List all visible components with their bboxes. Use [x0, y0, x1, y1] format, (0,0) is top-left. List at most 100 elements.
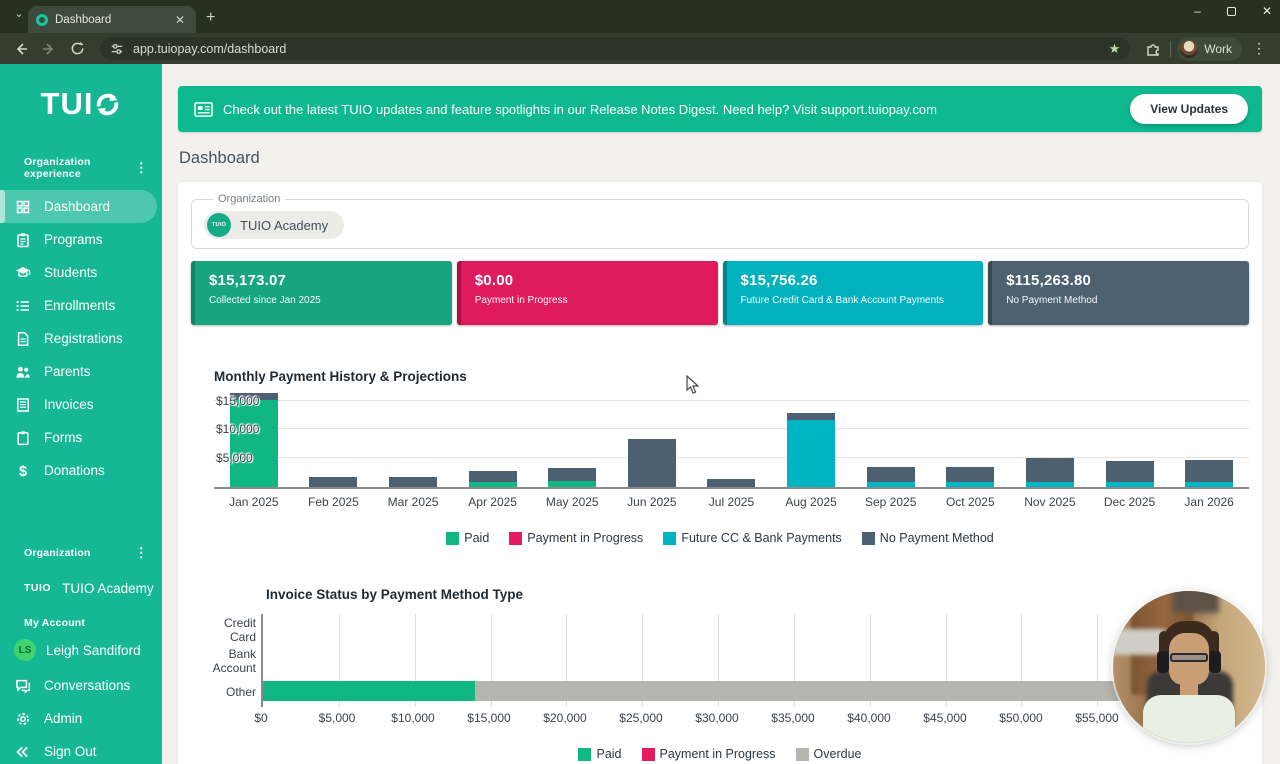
gridline	[338, 614, 340, 645]
sidebar-item-enrollments[interactable]: Enrollments	[0, 289, 162, 322]
legend-item: Future CC & Bank Payments	[663, 531, 842, 545]
new-tab-button[interactable]: +	[206, 9, 216, 26]
forward-button[interactable]	[38, 38, 60, 60]
sidebar-section-organization: Organization ⋮	[0, 545, 162, 561]
profile-chip[interactable]: Work	[1177, 36, 1242, 61]
bar-segment	[1025, 482, 1074, 487]
sidebar-item-tuio-academy[interactable]: TUIO TUIO Academy	[0, 573, 162, 603]
legend-label: Paid	[464, 531, 490, 545]
sidebar-item-parents[interactable]: Parents	[0, 355, 162, 388]
x-axis-tick-label: Jan 2025	[229, 495, 279, 509]
sidebar-item-label: Registrations	[44, 331, 123, 346]
bar-segment	[548, 468, 597, 482]
account-name-label: Leigh Sandiford	[46, 642, 141, 658]
bar-slot-mar-2025	[373, 394, 453, 487]
sidebar-nav: Dashboard Programs Students Enrollments Regi…	[0, 190, 162, 487]
invoice-row-other: Other	[197, 676, 1249, 707]
bar-segment	[627, 439, 676, 487]
tab-search-chevron-icon[interactable]: ⌄	[14, 8, 24, 20]
bookmark-star-icon[interactable]: ★	[1108, 40, 1121, 56]
stat-amount: $115,263.80	[1006, 272, 1092, 289]
category-label: Bank Account	[212, 646, 256, 675]
view-updates-button[interactable]: View Updates	[1130, 94, 1248, 124]
close-window-button[interactable]: ✕	[1261, 4, 1272, 18]
mouse-cursor	[686, 375, 700, 394]
browser-menu-icon[interactable]: ⋮	[1252, 40, 1266, 56]
sidebar-item-sign-out[interactable]: Sign Out	[0, 735, 162, 764]
bar-slot-sep-2025	[851, 394, 931, 487]
extensions-icon[interactable]	[1142, 38, 1164, 60]
banner-text: Check out the latest TUIO updates and fe…	[223, 101, 937, 117]
stat-card: $0.00 Payment in Progress	[456, 261, 718, 325]
sidebar-item-label: Invoices	[44, 397, 94, 412]
grid-icon	[16, 200, 30, 213]
x-axis-tick-label: $25,000	[619, 711, 663, 725]
x-axis-tick-label: Jun 2025	[627, 495, 677, 509]
tab-close-icon[interactable]: ✕	[174, 12, 186, 27]
section-label: Organization experience	[24, 156, 91, 180]
gridline	[1097, 645, 1099, 676]
reload-button[interactable]	[66, 38, 88, 60]
bar-segment	[1105, 461, 1154, 483]
avatar: LS	[14, 639, 36, 661]
sidebar-item-admin[interactable]: Admin	[0, 702, 162, 735]
sidebar-item-students[interactable]: Students	[0, 256, 162, 289]
profile-avatar	[1180, 39, 1199, 58]
section-menu-icon[interactable]: ⋮	[134, 545, 148, 560]
bar-segment	[1185, 459, 1234, 483]
organization-chip[interactable]: TUIO TUIO Academy	[204, 211, 345, 239]
stat-amount: $0.00	[474, 272, 514, 289]
bar-slot-oct-2025	[930, 394, 1010, 487]
stat-label: Payment in Progress	[474, 295, 568, 306]
gridline	[214, 428, 1249, 430]
legend-item: No Payment Method	[861, 531, 994, 545]
section-menu-icon[interactable]: ⋮	[134, 160, 148, 175]
legend-item: Overdue	[795, 747, 862, 761]
x-axis-tick-label: $15,000	[467, 711, 511, 725]
page-title: Dashboard	[179, 149, 260, 167]
legend-item: Payment in Progress	[509, 531, 643, 545]
bar-slot-aug-2025	[771, 394, 851, 487]
y-axis-tick-label: $15,000	[216, 393, 260, 408]
legend-label: Paid	[596, 747, 622, 761]
webcam-overlay	[1113, 591, 1265, 743]
browser-chrome: ⌄ Dashboard ✕ + – ✕ app.tuiopay.com/dash…	[0, 0, 1280, 64]
back-button[interactable]	[10, 38, 32, 60]
sidebar-item-forms[interactable]: Forms	[0, 421, 162, 454]
x-axis-tick-label: $30,000	[695, 711, 739, 725]
restore-button[interactable]	[1226, 6, 1236, 16]
legend-label: Payment in Progress	[659, 747, 776, 761]
minimize-button[interactable]: –	[1194, 4, 1201, 18]
legend-item: Paid	[446, 531, 489, 545]
stat-amount: $15,173.07	[209, 272, 287, 289]
browser-tab[interactable]: Dashboard ✕	[28, 6, 196, 33]
x-axis-tick-label: Aug 2025	[785, 495, 837, 509]
sidebar-item-invoices[interactable]: Invoices	[0, 388, 162, 421]
site-settings-icon[interactable]	[110, 42, 124, 56]
tab-title: Dashboard	[55, 13, 112, 26]
sidebar-item-conversations[interactable]: Conversations	[0, 669, 162, 702]
sidebar-account-nav: Conversations Admin Sign Out	[0, 669, 162, 764]
sidebar-item-label: Students	[44, 265, 98, 280]
x-axis-tick-label: Jan 2026	[1184, 495, 1234, 509]
sidebar-item-account[interactable]: LS Leigh Sandiford	[0, 635, 162, 665]
bar-slot-jan-2026	[1169, 394, 1249, 487]
tuio-favicon-icon	[36, 13, 48, 26]
organization-name: TUIO Academy	[240, 217, 329, 233]
tuio-badge-icon: TUIO	[207, 213, 231, 237]
sidebar-item-donations[interactable]: $ Donations	[0, 454, 162, 487]
invoice-chart-x-labels: $0 $5,000 $10,000 $15,000 $20,000 $25,000 $30,…	[254, 711, 1249, 731]
x-axis-tick-label: $55,000	[1075, 711, 1119, 725]
sidebar-item-programs[interactable]: Programs	[0, 223, 162, 256]
sidebar-item-dashboard[interactable]: Dashboard	[0, 190, 157, 223]
bar-segment	[229, 393, 278, 400]
x-axis-tick-label: $20,000	[543, 711, 587, 725]
sidebar: TUI Organization experience ⋮ Dashboard P…	[0, 64, 162, 764]
url-bar[interactable]: app.tuiopay.com/dashboard ★	[100, 37, 1131, 60]
bar-slot-dec-2025	[1090, 394, 1170, 487]
sidebar-item-registrations[interactable]: Registrations	[0, 322, 162, 355]
monthly-chart-plot: $5,000 $10,000 $15,000	[214, 393, 1249, 489]
x-axis-tick-label: May 2025	[545, 495, 599, 509]
invoice-icon	[17, 397, 29, 412]
x-axis-tick-label: $10,000	[391, 711, 435, 725]
